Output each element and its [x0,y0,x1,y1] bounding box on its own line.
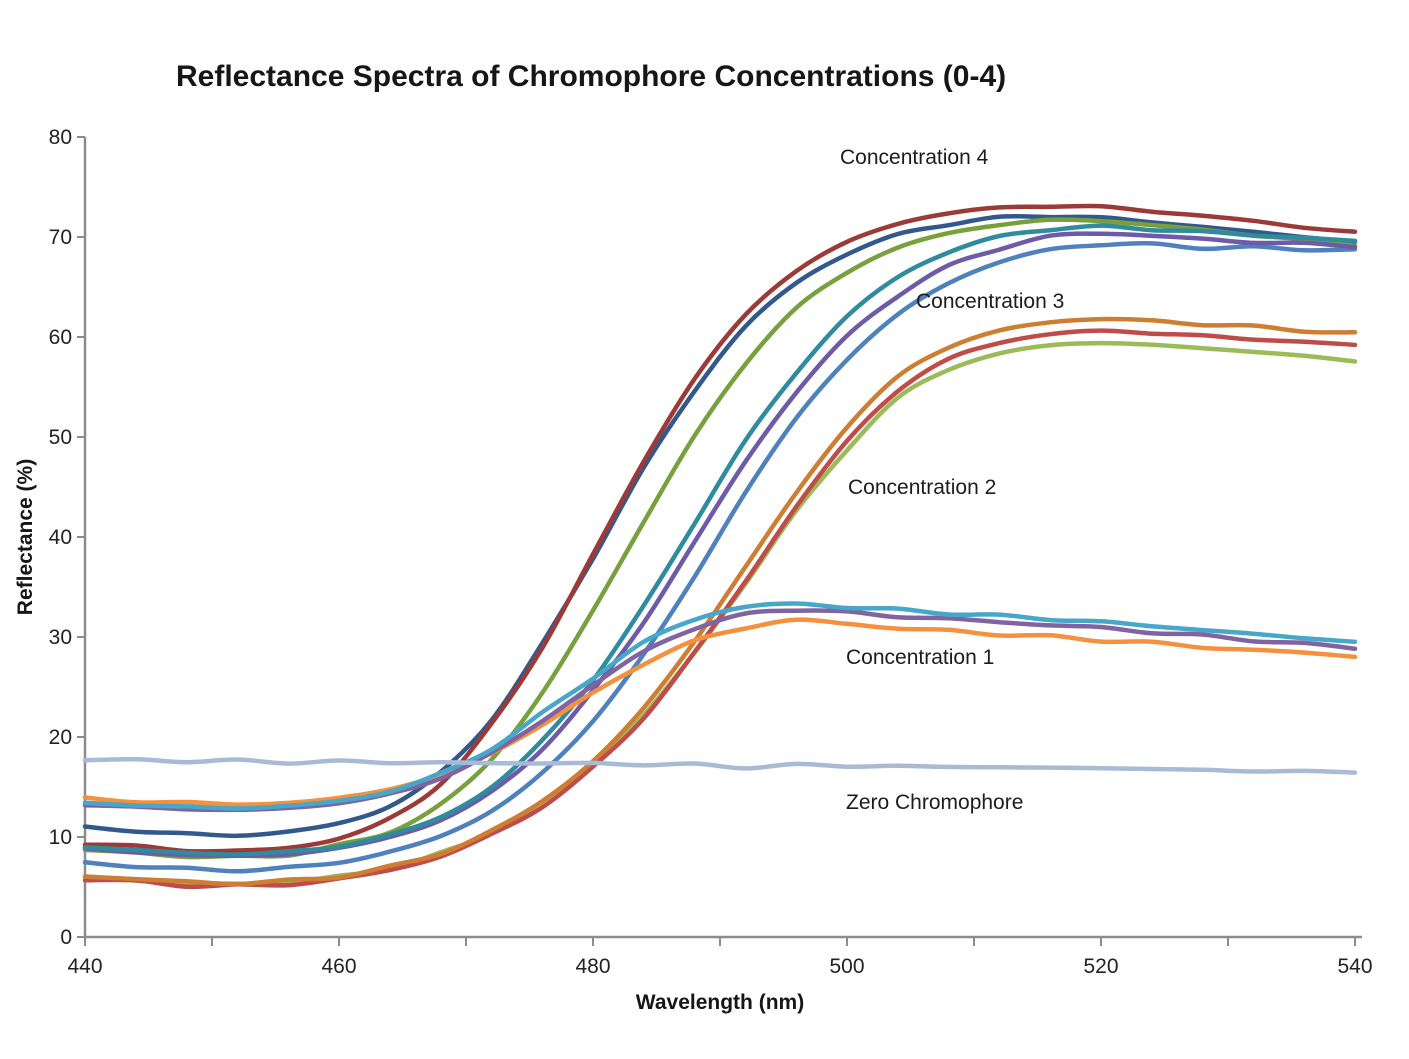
y-tick-label-20: 20 [49,726,72,749]
series-conc4-rep-blue [82,213,1358,839]
annotation-concentration-4: Concentration 4 [840,146,989,169]
y-tick-label-40: 40 [49,526,72,549]
x-tick-label-500: 500 [829,955,864,978]
annotation-concentration-2: Concentration 2 [848,476,997,499]
x-tick-label-440: 440 [67,955,102,978]
y-tick-label-80: 80 [49,126,72,149]
series-conc1-rep-orange [82,617,1358,807]
x-tick-label-480: 480 [575,955,610,978]
y-tick-label-70: 70 [49,226,72,249]
series-conc3-rep-teal [82,223,1358,857]
x-tick-label-540: 540 [1337,955,1372,978]
series-conc3-rep-blue [82,241,1358,874]
series-conc1-rep-purple [82,608,1358,813]
series-zero-chromophore [82,756,1358,775]
series-conc2-rep-orange [82,316,1358,887]
y-tick-label-60: 60 [49,326,72,349]
x-tick-label-520: 520 [1083,955,1118,978]
y-tick-label-30: 30 [49,626,72,649]
annotation-concentration-3: Concentration 3 [916,290,1065,313]
series-conc3-rep-purple [82,231,1358,859]
series-conc1-rep-cyan [82,601,1358,811]
chart-title: Reflectance Spectra of Chromophore Conce… [176,60,1007,93]
annotation-zero-chromophore: Zero Chromophore [846,791,1024,814]
annotation-concentration-1: Concentration 1 [846,646,995,669]
x-tick-label-460: 460 [321,955,356,978]
y-tick-label-10: 10 [49,826,72,849]
series-conc4-rep-red [82,203,1358,854]
y-tick-label-50: 50 [49,426,72,449]
x-axis-title: Wavelength (nm) [635,991,805,1014]
y-tick-label-0: 0 [60,926,72,949]
